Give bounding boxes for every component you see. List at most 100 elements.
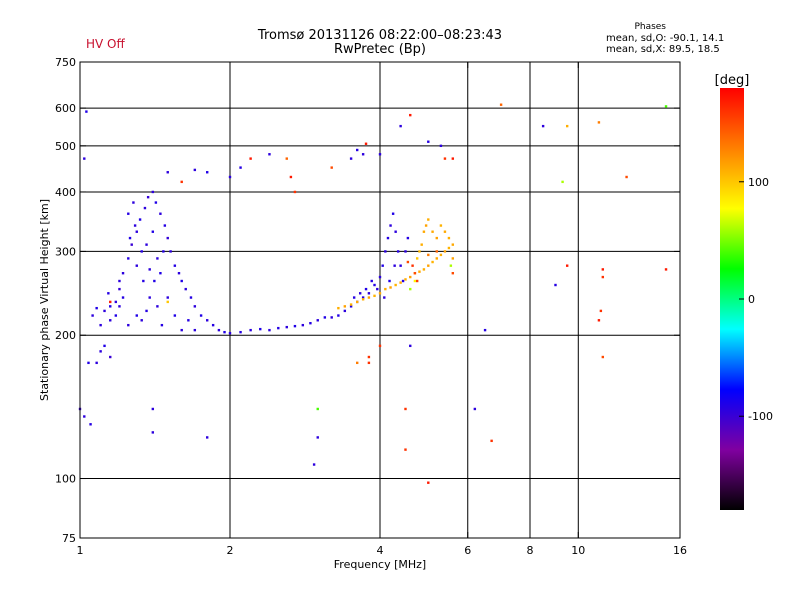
data-point <box>189 296 193 299</box>
data-point <box>393 264 396 267</box>
data-point <box>435 257 438 260</box>
data-point <box>85 110 88 113</box>
data-point <box>625 175 628 179</box>
data-point <box>151 190 155 194</box>
data-point <box>239 166 242 169</box>
data-point <box>138 218 142 221</box>
data-point <box>378 344 382 348</box>
data-point <box>404 448 407 451</box>
data-point <box>309 321 312 325</box>
data-point <box>490 439 493 443</box>
data-point <box>173 264 177 267</box>
data-point <box>399 124 402 128</box>
data-point <box>394 283 397 287</box>
data-point <box>409 113 412 117</box>
data-point <box>355 300 359 304</box>
data-point <box>180 279 183 283</box>
data-point <box>289 175 293 179</box>
data-point <box>285 157 288 160</box>
data-point <box>367 361 371 365</box>
data-point <box>406 260 410 264</box>
data-point <box>127 212 130 215</box>
data-point <box>431 260 434 264</box>
data-point <box>367 296 371 299</box>
data-point <box>107 292 110 295</box>
data-point <box>337 306 340 310</box>
data-point <box>449 264 453 267</box>
data-point <box>409 344 412 348</box>
y-axis-title: Stationary phase Virtual Height [km] <box>38 199 51 401</box>
data-point <box>361 153 365 156</box>
data-point <box>323 316 327 319</box>
data-point <box>151 431 155 434</box>
data-point <box>373 283 376 287</box>
colorbar-tick-label: 100 <box>748 176 769 189</box>
data-point <box>409 275 412 279</box>
data-point <box>597 319 601 322</box>
data-point <box>396 250 400 253</box>
data-point <box>259 327 262 331</box>
data-point <box>427 481 430 484</box>
data-point <box>565 264 569 267</box>
data-point <box>249 328 252 332</box>
data-point <box>422 268 426 271</box>
data-point <box>156 257 159 260</box>
data-point <box>386 236 390 240</box>
data-point <box>180 328 183 332</box>
data-point <box>439 144 443 148</box>
data-point <box>355 148 359 152</box>
data-point <box>601 275 605 279</box>
data-point <box>388 279 391 283</box>
data-point <box>130 243 133 246</box>
data-point <box>358 292 362 295</box>
data-point <box>364 287 368 291</box>
data-point <box>121 272 125 275</box>
data-point <box>439 224 443 227</box>
data-point <box>352 296 356 299</box>
data-point <box>153 279 156 283</box>
data-point <box>180 180 183 184</box>
chart-subtitle: RwPretec (Bp) <box>333 42 427 57</box>
data-point <box>169 250 172 253</box>
data-point <box>268 153 271 156</box>
x-tick-label: 16 <box>673 544 687 557</box>
data-point <box>370 279 373 283</box>
data-point <box>343 305 347 308</box>
data-point <box>561 180 564 184</box>
data-point <box>384 287 387 291</box>
x-tick-label: 1 <box>77 544 84 557</box>
data-point <box>381 264 384 267</box>
data-point <box>135 314 138 317</box>
data-point <box>427 218 430 221</box>
data-point <box>159 272 162 275</box>
data-point <box>95 306 98 310</box>
data-point <box>239 330 242 334</box>
data-point <box>343 309 347 313</box>
data-point <box>451 157 455 160</box>
data-point <box>166 296 169 299</box>
data-point <box>554 283 557 287</box>
data-point <box>404 278 407 281</box>
data-point <box>413 272 417 275</box>
data-point <box>103 309 106 313</box>
data-point <box>205 436 209 439</box>
data-point <box>228 331 232 335</box>
data-point <box>439 253 443 257</box>
data-point <box>184 287 187 291</box>
data-point <box>163 224 167 227</box>
hv-status-label: HV Off <box>86 37 125 51</box>
data-point <box>431 230 434 233</box>
data-point <box>399 264 402 267</box>
data-point <box>378 292 382 295</box>
data-point <box>443 230 447 233</box>
data-point <box>383 296 386 299</box>
data-point <box>154 201 158 204</box>
data-point <box>443 250 447 253</box>
data-point <box>349 157 353 160</box>
data-point <box>401 279 405 283</box>
data-point <box>389 224 392 227</box>
data-point <box>349 305 353 308</box>
data-point <box>95 361 98 365</box>
y-tick-label: 300 <box>55 245 76 258</box>
data-point <box>415 279 419 283</box>
